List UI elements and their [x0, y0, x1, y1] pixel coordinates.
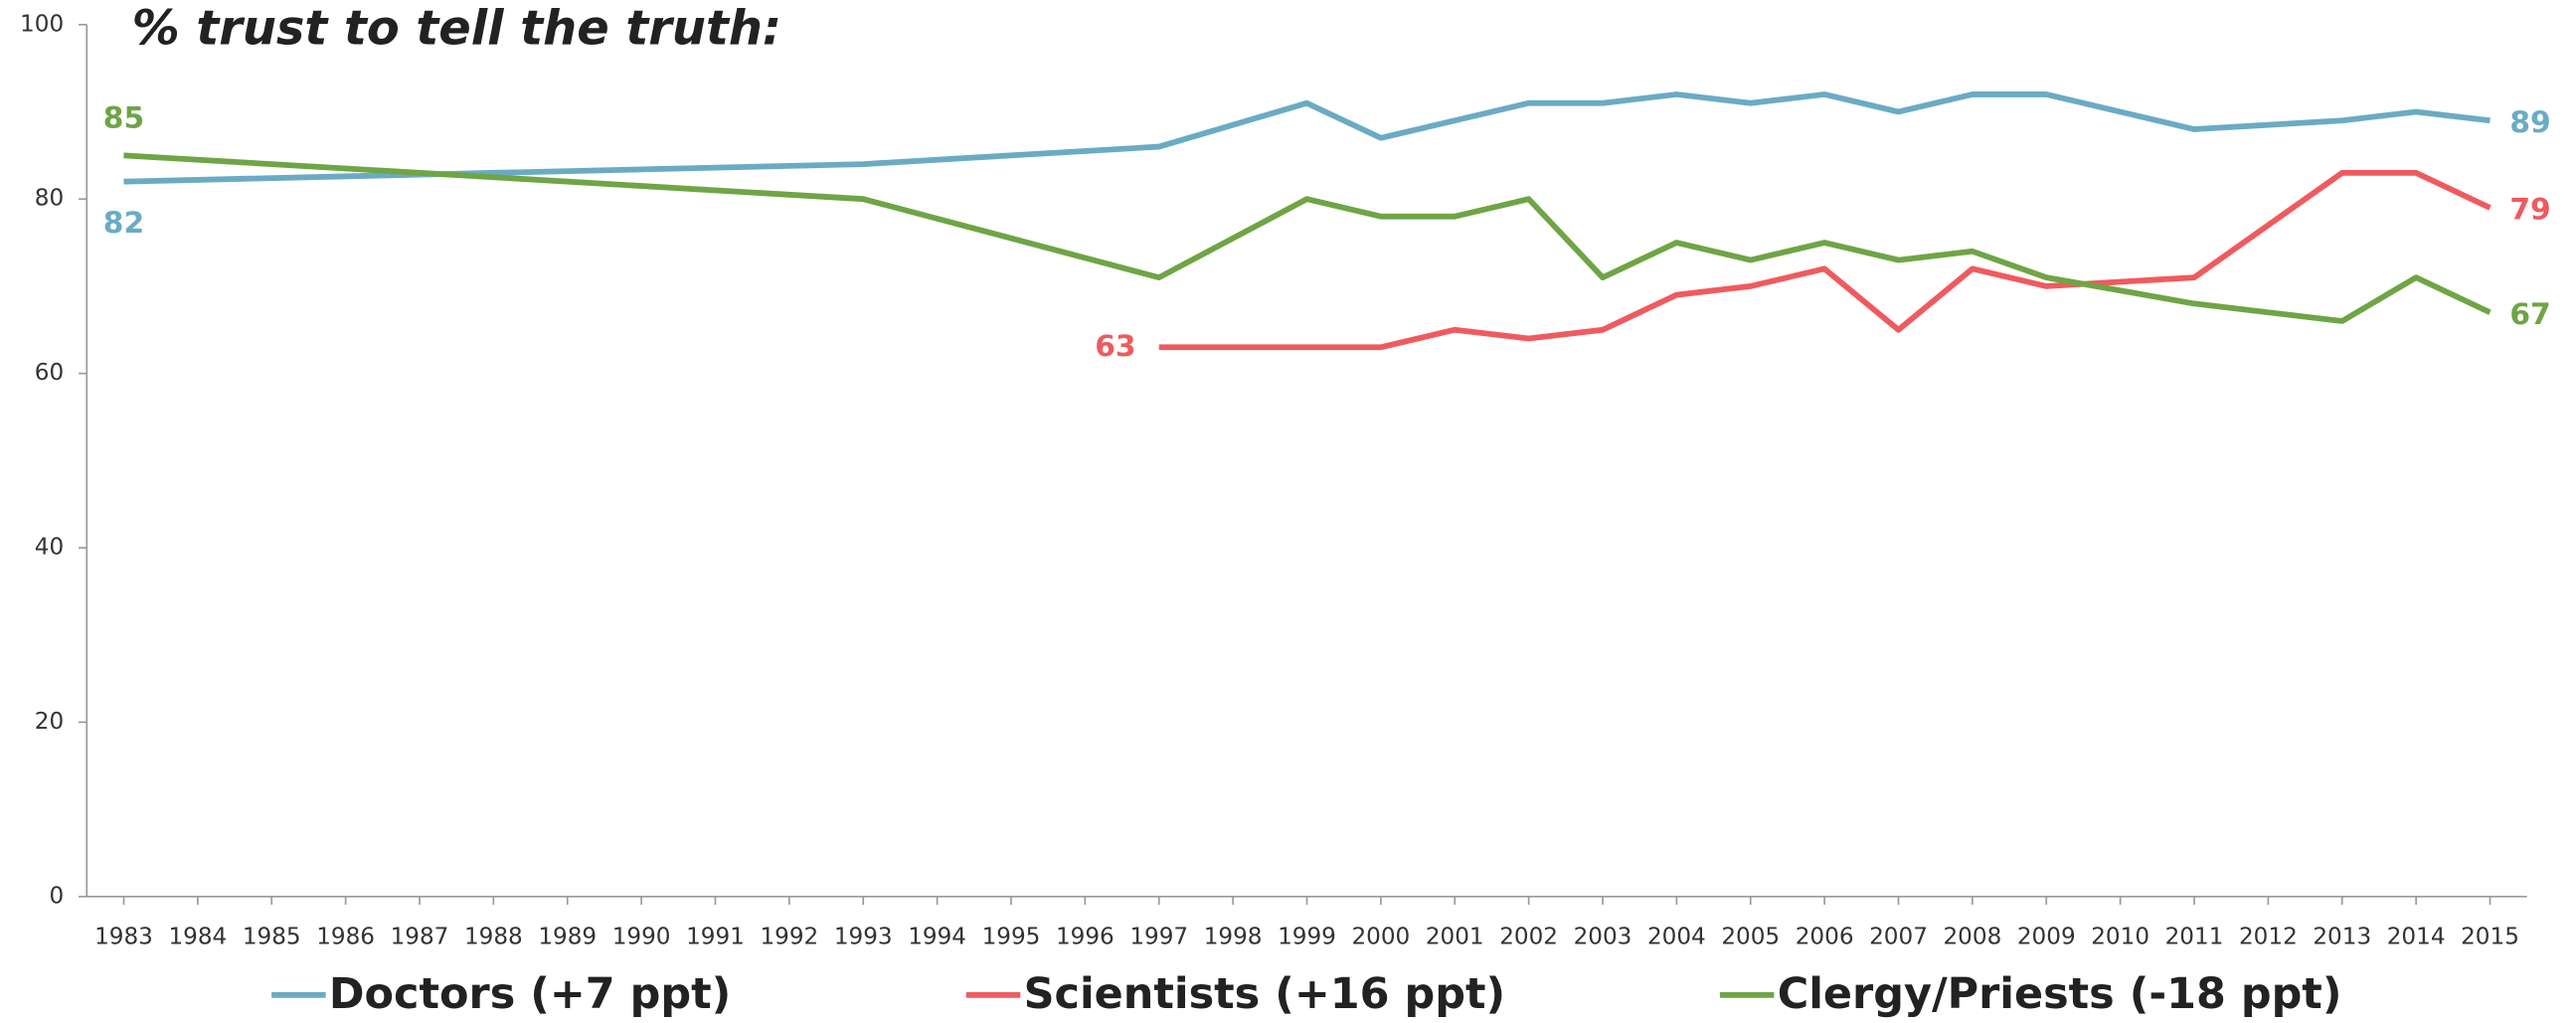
x-tick-label: 2004	[1647, 925, 1706, 950]
x-tick-label: 1995	[982, 925, 1041, 950]
end-label: 67	[2509, 297, 2550, 332]
x-tick-label: 1997	[1129, 925, 1188, 950]
x-tick-label: 1996	[1056, 925, 1115, 950]
y-tick-label: 20	[35, 709, 64, 735]
start-label: 82	[103, 206, 144, 241]
x-tick-label: 1985	[243, 925, 301, 950]
end-label: 79	[2509, 193, 2550, 228]
x-tick-label: 2013	[2313, 925, 2371, 950]
x-tick-label: 2003	[1574, 925, 1632, 950]
x-tick-label: 1998	[1204, 925, 1263, 950]
x-tick-label: 2006	[1796, 925, 1854, 950]
x-tick-label: 1989	[538, 925, 597, 950]
x-tick-label: 1994	[908, 925, 966, 950]
y-tick-label: 60	[35, 360, 64, 386]
x-tick-label: 1983	[94, 925, 153, 950]
x-tick-label: 2002	[1499, 925, 1558, 950]
x-tick-label: 1986	[316, 925, 375, 950]
x-tick-label: 1992	[760, 925, 818, 950]
x-tick-label: 1984	[168, 925, 227, 950]
series-line	[123, 91, 2490, 185]
end-label: 89	[2509, 105, 2550, 140]
series-line	[1158, 169, 2491, 351]
series-line	[123, 152, 2491, 324]
start-label: 63	[1095, 329, 1135, 364]
y-tick-label: 100	[20, 11, 64, 37]
x-tick-label: 1993	[834, 925, 893, 950]
x-tick-label: 2000	[1351, 925, 1410, 950]
x-tick-label: 2005	[1721, 925, 1780, 950]
x-tick-label: 2001	[1426, 925, 1484, 950]
x-tick-label: 2014	[2387, 925, 2446, 950]
x-tick-label: 2015	[2461, 925, 2519, 950]
y-tick-label: 40	[35, 535, 64, 561]
x-tick-label: 1999	[1278, 925, 1336, 950]
y-tick-label: 0	[49, 883, 64, 909]
legend-label: Clergy/Priests (-18 ppt)	[1778, 969, 2342, 1019]
chart-title: % trust to tell the truth:	[132, 1, 781, 56]
x-tick-label: 2010	[2091, 925, 2149, 950]
y-tick-label: 80	[35, 186, 64, 212]
x-tick-label: 2012	[2239, 925, 2298, 950]
x-tick-label: 1990	[612, 925, 671, 950]
legend-label: Doctors (+7 ppt)	[329, 969, 731, 1019]
x-tick-label: 1987	[391, 925, 449, 950]
x-tick-label: 2008	[1943, 925, 2001, 950]
x-tick-label: 2011	[2165, 925, 2224, 950]
x-tick-label: 1991	[686, 925, 745, 950]
start-label: 85	[103, 100, 144, 135]
x-tick-label: 2007	[1869, 925, 1928, 950]
legend-label: Scientists (+16 ppt)	[1024, 969, 1506, 1019]
x-tick-label: 2009	[2017, 925, 2076, 950]
x-tick-label: 1988	[464, 925, 523, 950]
